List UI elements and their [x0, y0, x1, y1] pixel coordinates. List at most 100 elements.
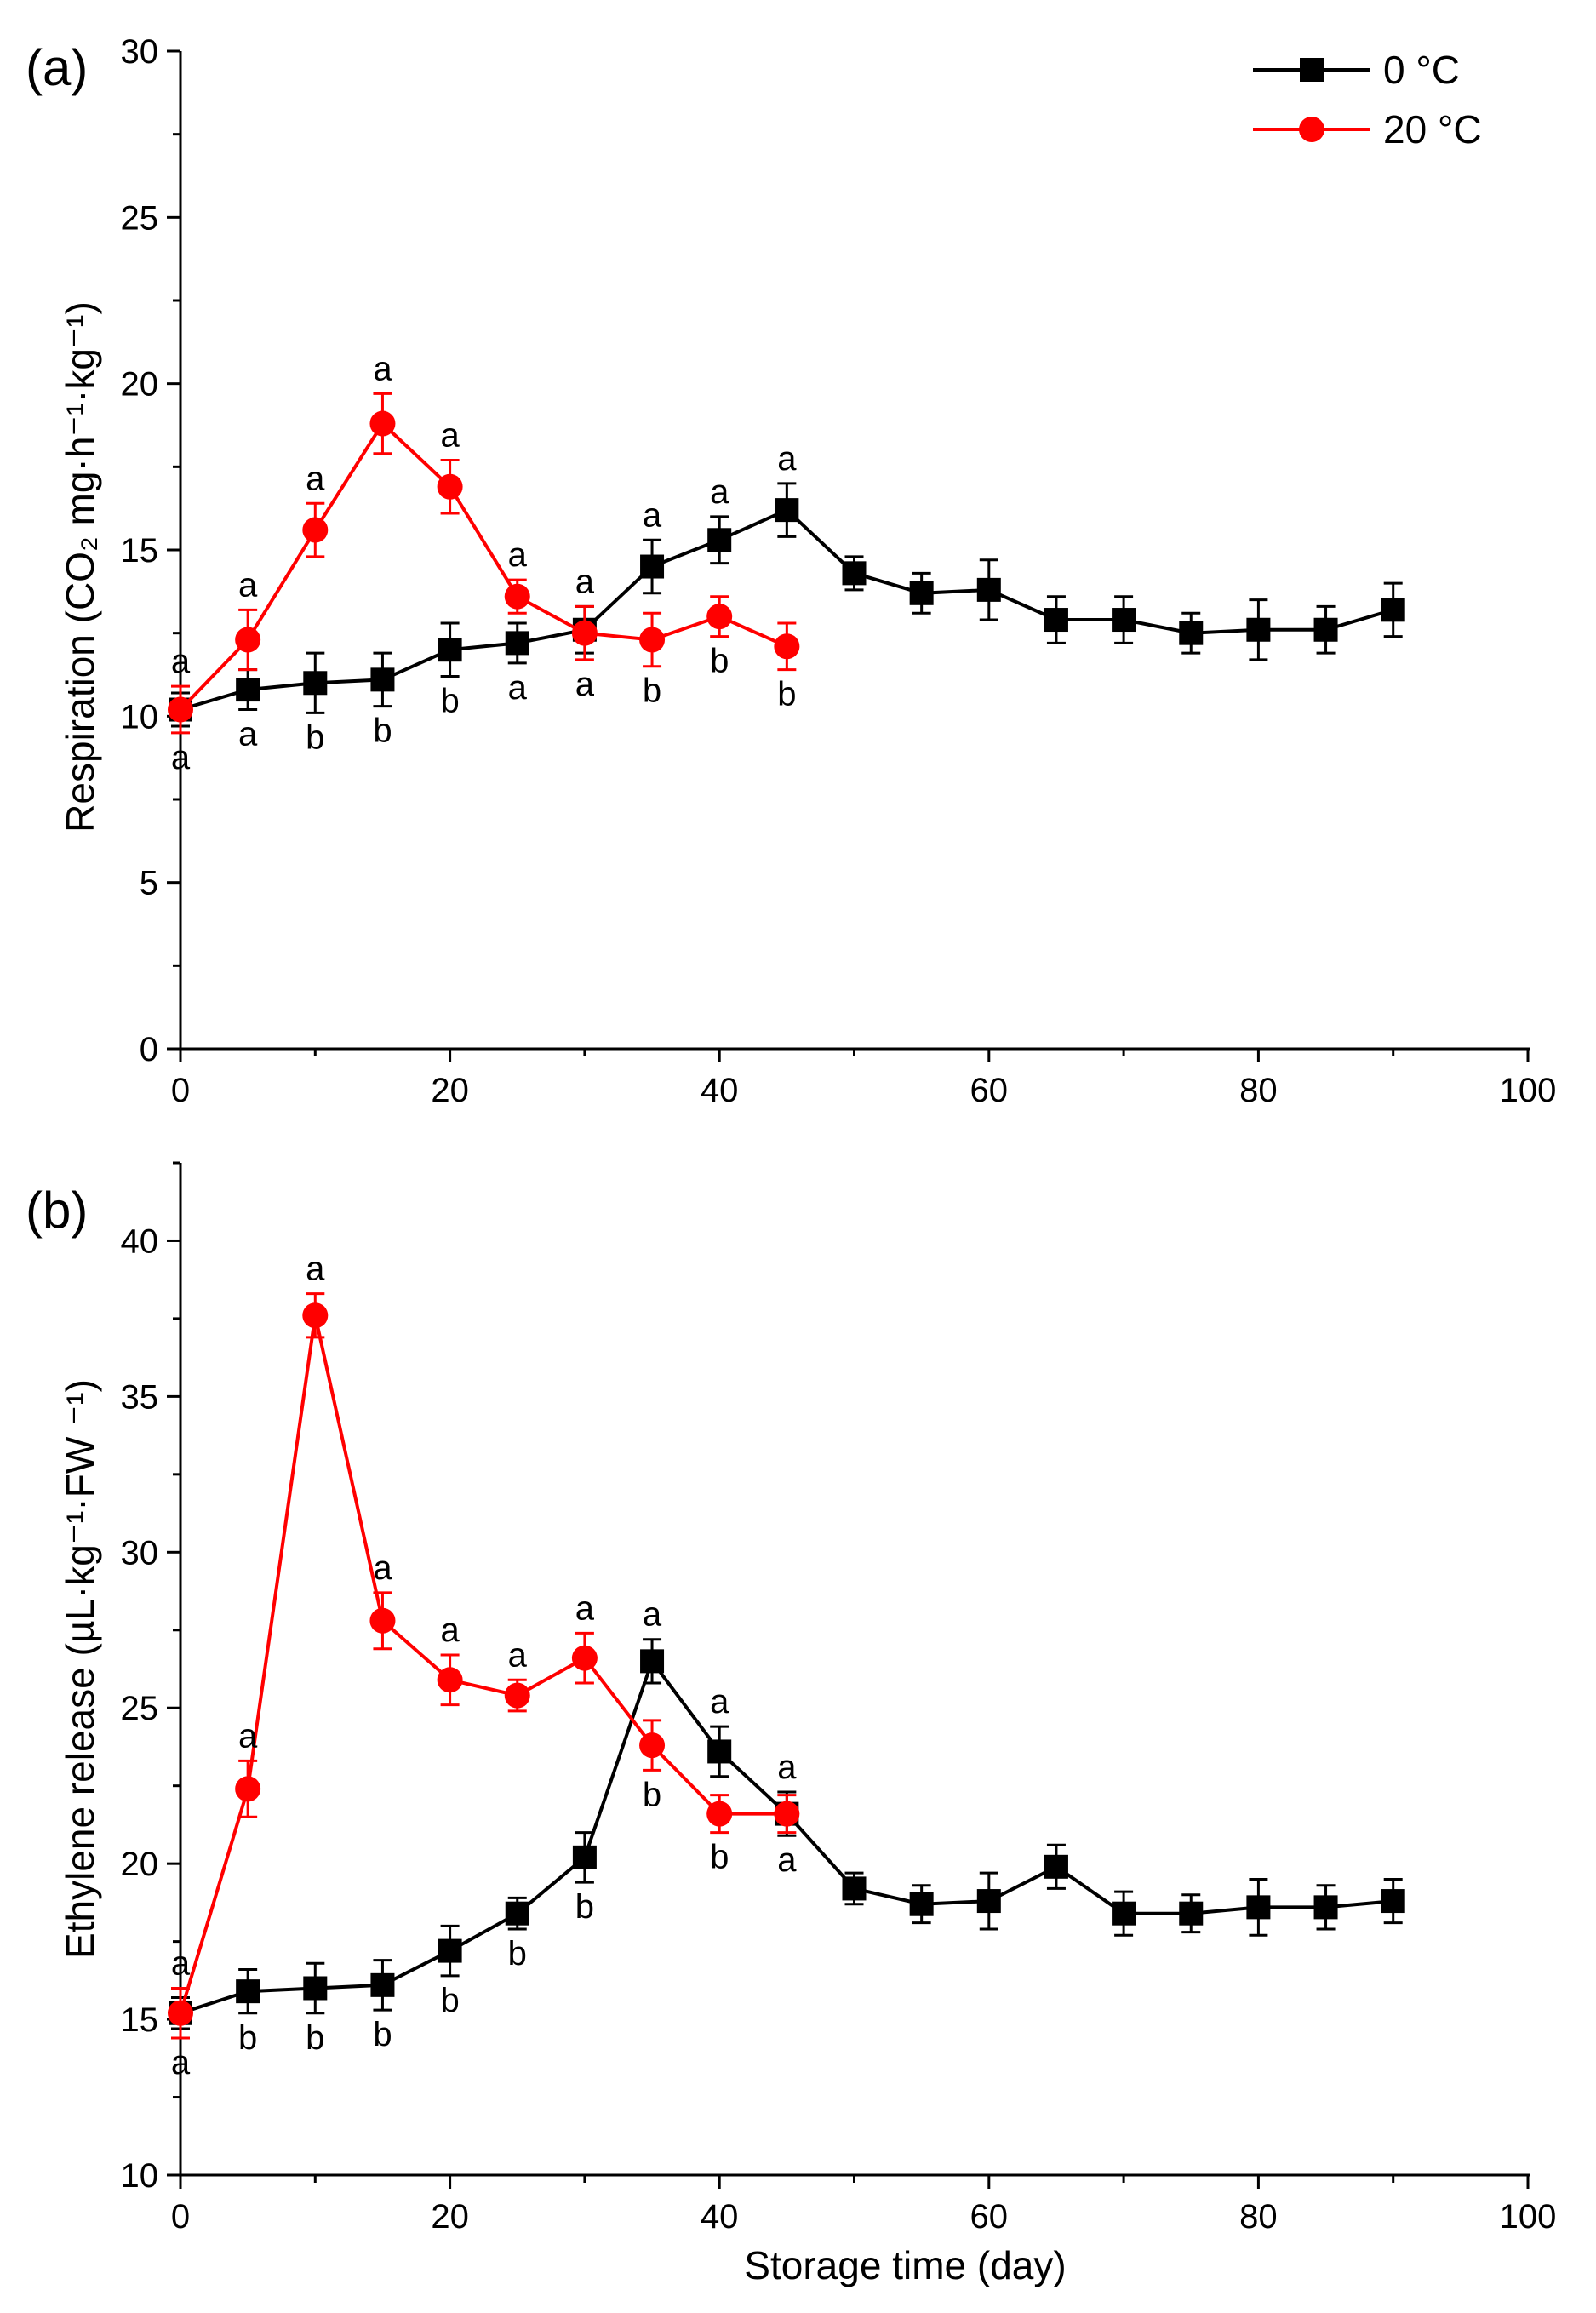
significance-letter: a: [643, 496, 662, 534]
significance-letter: b: [373, 713, 392, 750]
legend-marker: [1300, 58, 1324, 82]
data-point: [774, 633, 800, 660]
series-line: [179, 1314, 787, 2014]
panel-label: (b): [26, 1182, 88, 1239]
data-point: [1381, 1889, 1405, 1914]
significance-letter: a: [777, 440, 797, 478]
data-point: [504, 1682, 530, 1709]
significance-letter: a: [643, 1596, 662, 1634]
data-point: [369, 410, 396, 437]
data-point: [571, 1645, 598, 1671]
data-point: [370, 667, 395, 692]
y-tick-label: 5: [140, 865, 158, 902]
data-point: [1246, 617, 1271, 642]
x-tick-label: 40: [701, 1072, 739, 1109]
data-point: [504, 583, 530, 610]
data-point: [369, 1607, 396, 1634]
data-point: [438, 1938, 462, 1963]
x-tick-label: 100: [1500, 1072, 1557, 1109]
legend-label: 0 °C: [1383, 48, 1460, 92]
data-point: [707, 1739, 732, 1764]
significance-letter: a: [508, 1636, 528, 1674]
series-0c: [169, 482, 1405, 728]
significance-letter: a: [440, 1612, 460, 1649]
significance-letter: b: [575, 1888, 594, 1926]
significance-letter: a: [238, 566, 258, 604]
series-line: [180, 1657, 1393, 2015]
y-tick-label: 15: [121, 532, 159, 570]
data-point: [1112, 608, 1136, 633]
significance-letter: a: [171, 739, 191, 776]
data-point: [505, 1901, 529, 1926]
significance-letter: a: [575, 563, 595, 600]
data-point: [639, 627, 666, 653]
significance-letter: a: [171, 1944, 191, 1982]
significance-letter: a: [171, 643, 191, 680]
series-20c: [168, 1292, 800, 2040]
data-point: [909, 581, 934, 605]
significance-letter: a: [508, 536, 528, 574]
data-point: [438, 638, 462, 662]
significance-letter: a: [508, 669, 528, 707]
data-point: [168, 696, 193, 723]
y-tick-label: 0: [140, 1031, 158, 1068]
data-point: [235, 627, 261, 653]
data-point: [168, 2000, 193, 2026]
x-tick-label: 20: [431, 1072, 469, 1109]
data-point: [1179, 621, 1204, 645]
data-point: [976, 577, 1001, 602]
significance-letter: b: [440, 1982, 459, 2019]
x-tick-label: 100: [1500, 2198, 1557, 2236]
y-axis-title: Respiration (CO₂ mg·h⁻¹·kg⁻¹): [58, 301, 102, 833]
data-point: [976, 1889, 1001, 1914]
data-point: [302, 1302, 329, 1329]
data-point: [842, 1876, 867, 1901]
data-point: [370, 1972, 395, 1997]
significance-letter: b: [710, 643, 729, 680]
data-point: [1246, 1895, 1271, 1920]
significance-letter: b: [238, 2019, 257, 2057]
significance-letter: a: [575, 1589, 595, 1627]
y-tick-label: 10: [121, 698, 159, 736]
significance-letter: a: [777, 1749, 797, 1786]
significance-letter: b: [710, 1839, 729, 1876]
data-point: [1112, 1901, 1136, 1926]
significance-letter: b: [643, 1776, 661, 1813]
significance-letter: b: [777, 676, 796, 713]
legend-item: 20 °C: [1253, 107, 1482, 152]
y-tick-label: 35: [121, 1378, 159, 1416]
significance-letter: b: [306, 2019, 324, 2057]
x-tick-label: 80: [1239, 1072, 1278, 1109]
data-point: [437, 473, 463, 500]
data-point: [1044, 608, 1068, 633]
significance-letter: a: [373, 1549, 392, 1587]
data-point: [640, 554, 665, 579]
x-tick-label: 80: [1239, 2198, 1278, 2236]
data-point: [1381, 598, 1405, 622]
series-20c: [168, 392, 800, 735]
significance-letter: a: [710, 1683, 729, 1720]
significance-letter: a: [575, 666, 595, 703]
y-tick-label: 25: [121, 199, 159, 237]
data-point: [235, 1776, 261, 1802]
significance-letter: a: [306, 1251, 325, 1288]
x-tick-label: 40: [701, 2198, 739, 2236]
data-point: [1313, 617, 1338, 642]
data-point: [437, 1667, 463, 1693]
data-point: [842, 561, 867, 586]
x-tick-label: 0: [171, 1072, 190, 1109]
significance-letter: b: [440, 682, 459, 719]
data-point: [505, 631, 529, 656]
panel-b-ethylene: 10 15 20 25 30 35 40 0 20 40 60 80 100 (b) Ethylene re…: [26, 1161, 1557, 2287]
significance-letter: a: [171, 2044, 191, 2081]
panel-label: (a): [26, 39, 88, 96]
y-tick-label: 30: [121, 1534, 159, 1572]
series-0c: [169, 1638, 1405, 2030]
legend-label: 20 °C: [1383, 107, 1482, 152]
significance-letter: a: [238, 1717, 258, 1755]
y-tick-label: 20: [121, 366, 159, 404]
y-axis-title: Ethylene release (µL·kg⁻¹·FW ⁻¹): [58, 1379, 102, 1959]
significance-letter: a: [777, 1841, 797, 1879]
data-point: [572, 1845, 597, 1869]
data-point: [1313, 1895, 1338, 1920]
